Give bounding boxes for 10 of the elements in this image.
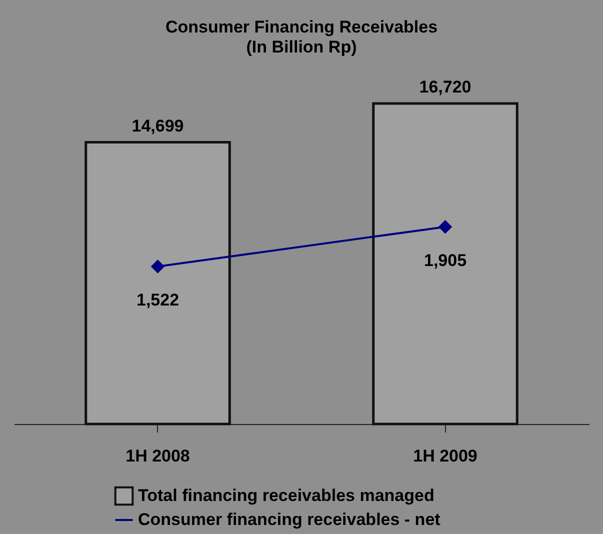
data-label: 1,522: [136, 290, 180, 310]
data-label: 1,905: [424, 250, 467, 270]
chart-title: Consumer Financing Receivables: [165, 18, 438, 37]
data-label: 14,699: [132, 116, 184, 136]
x-tick-label: 1H 2009: [413, 446, 478, 466]
x-tick-label: 1H 2008: [126, 446, 190, 466]
legend-label: Total financing receivables managed: [138, 486, 434, 505]
data-label: 16,720: [419, 78, 472, 97]
chart-subtitle: (In Billion Rp): [246, 38, 357, 57]
legend-label: Consumer financing receivables - net: [138, 510, 441, 529]
